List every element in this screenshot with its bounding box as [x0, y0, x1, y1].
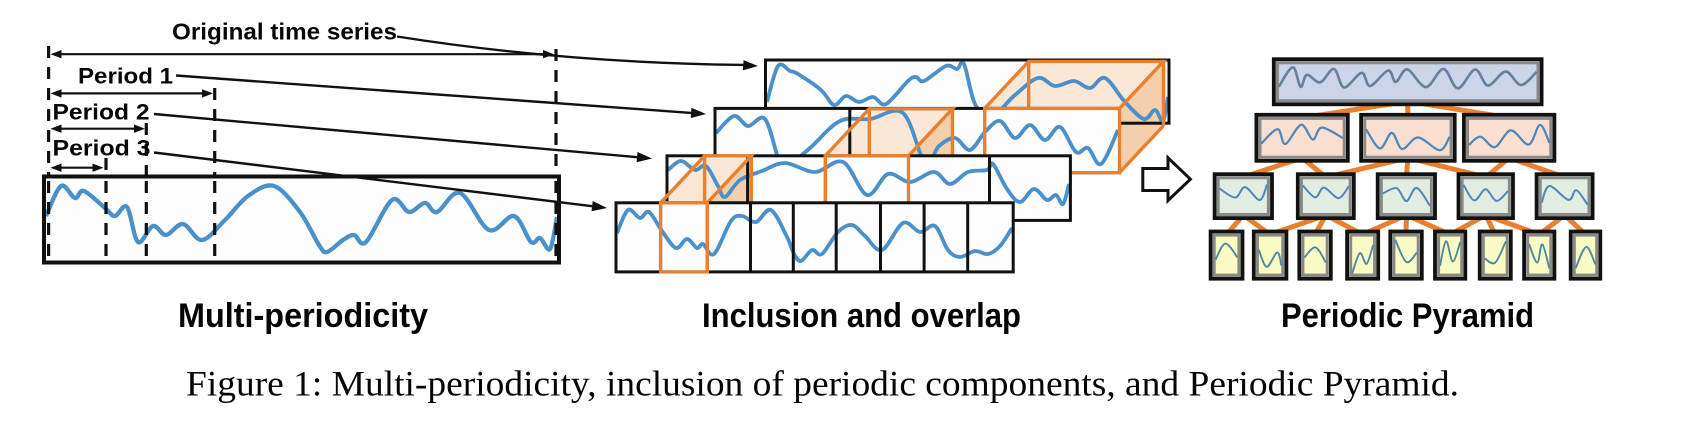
svg-text:Inclusion and overlap: Inclusion and overlap — [702, 297, 1021, 335]
svg-text:Original time series: Original time series — [172, 19, 397, 45]
svg-text:Period 2: Period 2 — [53, 100, 150, 125]
svg-text:Period 3: Period 3 — [53, 136, 151, 161]
svg-text:Figure 1: Multi-periodicity, i: Figure 1: Multi-periodicity, inclusion o… — [186, 364, 1459, 404]
svg-text:Multi-periodicity: Multi-periodicity — [178, 297, 428, 335]
svg-text:Period 1: Period 1 — [78, 64, 173, 89]
svg-text:Periodic Pyramid: Periodic Pyramid — [1281, 297, 1534, 335]
